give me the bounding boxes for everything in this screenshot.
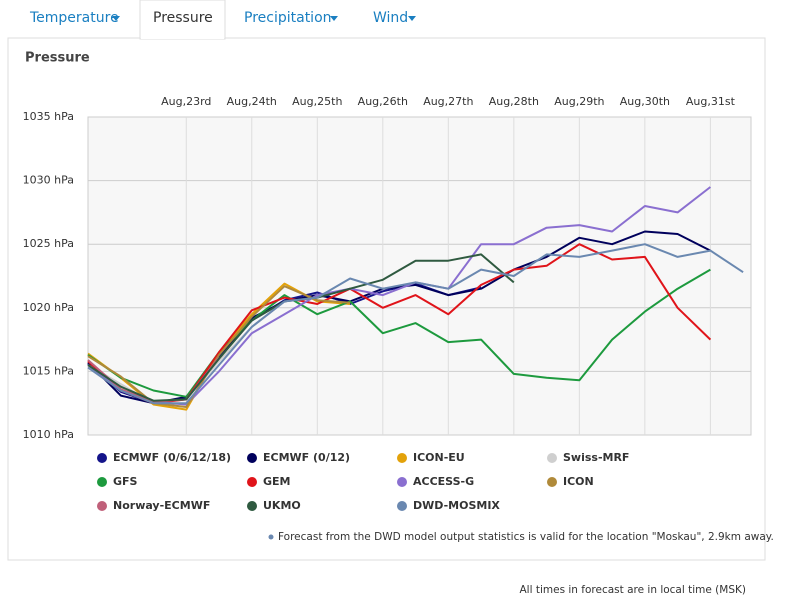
legend-label: ICON-EU (413, 451, 465, 464)
series-line (87, 243, 744, 405)
legend-label: ICON (563, 475, 594, 488)
x-tick-label: Aug,30th (620, 95, 670, 108)
legend-label: Swiss-MRF (563, 451, 629, 464)
x-tick-label: Aug,25th (292, 95, 342, 108)
plot-area (87, 116, 752, 436)
x-tick-label: Aug,31st (686, 95, 736, 108)
legend-label: ECMWF (0/12) (263, 451, 350, 464)
tab[interactable]: Pressure (153, 10, 213, 26)
legend-label: GFS (113, 475, 138, 488)
legend-swatch (547, 477, 557, 487)
y-tick-label: 1020 hPa (23, 301, 74, 314)
footnote: Forecast from the DWD model output stati… (278, 531, 774, 543)
legend-swatch (397, 453, 407, 463)
footnote-dot (268, 534, 274, 540)
x-tick-label: Aug,27th (423, 95, 473, 108)
tab[interactable]: Wind (373, 10, 408, 26)
x-tick-label: Aug,29th (554, 95, 604, 108)
legend-label: GEM (263, 475, 291, 488)
dropdown-arrow (330, 16, 338, 21)
y-tick-label: 1015 hPa (23, 364, 74, 377)
legend-swatch (397, 477, 407, 487)
x-tick-label: Aug,24th (227, 95, 277, 108)
y-tick-label: 1035 hPa (23, 110, 74, 123)
x-tick-label: Aug,26th (358, 95, 408, 108)
timezone-note: All times in forecast are in local time … (520, 584, 747, 596)
series-line (87, 268, 711, 398)
tab[interactable]: Precipitation (244, 10, 332, 26)
dropdown-arrow (408, 16, 416, 21)
active-tab-box (139, 0, 226, 40)
legend-label: DWD-MOSMIX (413, 499, 500, 512)
legend-swatch (397, 501, 407, 511)
tab[interactable]: Temperature (29, 10, 119, 26)
y-tick-label: 1025 hPa (23, 237, 74, 250)
legend-label: ECMWF (0/6/12/18) (113, 451, 231, 464)
y-tick-label: 1030 hPa (23, 174, 74, 187)
x-tick-label: Aug,28th (489, 95, 539, 108)
x-tick-label: Aug,23rd (161, 95, 211, 108)
legend-swatch (247, 477, 257, 487)
legend-swatch (97, 453, 107, 463)
chart-title: Pressure (25, 51, 90, 66)
legend-label: UKMO (263, 499, 301, 512)
legend-swatch (247, 453, 257, 463)
series-line (87, 285, 351, 408)
legend-swatch (247, 501, 257, 511)
legend-label: ACCESS-G (413, 475, 474, 488)
legend-label: Norway-ECMWF (113, 499, 210, 512)
dropdown-arrow (112, 16, 120, 21)
legend-swatch (97, 477, 107, 487)
legend-swatch (97, 501, 107, 511)
y-tick-label: 1010 hPa (23, 428, 74, 441)
legend-swatch (547, 453, 557, 463)
